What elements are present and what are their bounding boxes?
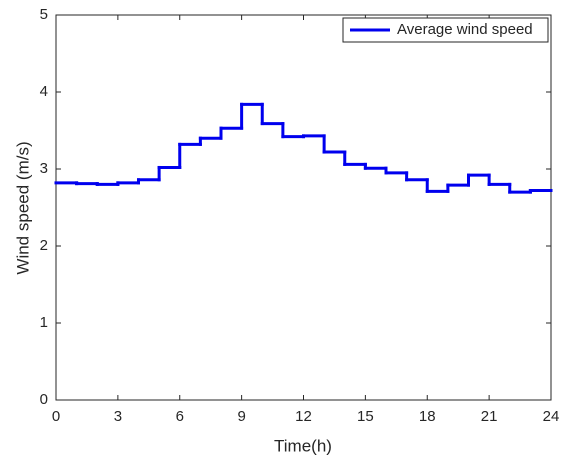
- y-tick-label: 2: [40, 237, 48, 254]
- x-tick-label: 15: [357, 408, 374, 425]
- y-tick-label: 1: [40, 314, 48, 331]
- y-axis-label: Wind speed (m/s): [13, 141, 32, 274]
- legend-label: Average wind speed: [397, 21, 533, 38]
- x-tick-label: 21: [481, 408, 498, 425]
- y-tick-label: 3: [40, 160, 48, 177]
- y-tick-label: 4: [40, 83, 48, 100]
- y-tick-label: 0: [40, 391, 48, 408]
- x-tick-label: 3: [114, 408, 122, 425]
- x-tick-label: 0: [52, 408, 60, 425]
- x-axis-label: Time(h): [274, 436, 332, 455]
- axes-box: [55, 14, 552, 401]
- y-tick-label: 5: [40, 6, 48, 23]
- x-tick-label: 12: [295, 408, 312, 425]
- x-tick-label: 24: [543, 408, 560, 425]
- x-tick-label: 6: [176, 408, 184, 425]
- x-tick-label: 9: [237, 408, 245, 425]
- x-tick-label: 18: [419, 408, 436, 425]
